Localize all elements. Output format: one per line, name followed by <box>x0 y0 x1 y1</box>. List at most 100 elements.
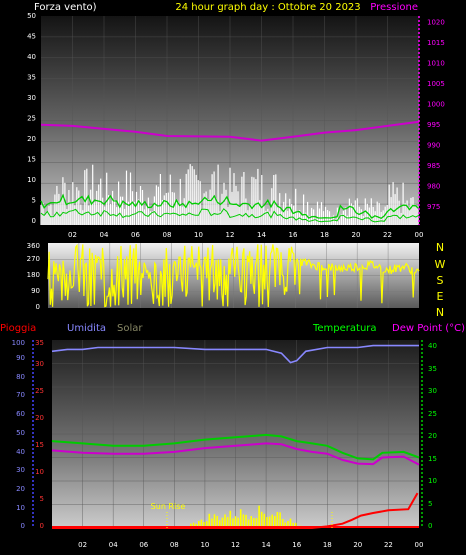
temp-x-tick: 06 <box>139 541 148 549</box>
temperature-y-tick: 5 <box>428 500 432 508</box>
pressure-y-tick: 980 <box>427 183 440 191</box>
wind-x-tick: 02 <box>68 231 77 239</box>
direction-y-tick: 270 <box>27 255 40 263</box>
dew-point-legend-label: Dew Point (°C) <box>392 323 465 334</box>
wind-y-tick: 30 <box>27 94 36 102</box>
chart-title: 24 hour graph day : Ottobre 20 2023 <box>175 2 360 13</box>
wind-gust-series <box>40 164 418 225</box>
temperature-series <box>51 433 420 461</box>
pressure-y-tick: 1010 <box>427 60 445 68</box>
wind-chart-left-label: Forza vento) <box>34 2 97 13</box>
temp-x-tick: 18 <box>323 541 332 549</box>
rain-y-tick: 25 <box>35 387 44 395</box>
humidity-series <box>51 344 419 364</box>
temp-plot-grid <box>52 340 419 528</box>
pressure-y-tick: 990 <box>427 142 440 150</box>
direction-y-axis: 0 90 180 270 360 <box>27 242 40 311</box>
pressure-y-tick: 1015 <box>427 39 445 47</box>
temp-x-tick: 08 <box>170 541 179 549</box>
dew-point-series <box>51 442 420 466</box>
wind-y-tick: 45 <box>27 33 36 41</box>
temperature-y-tick: 35 <box>428 365 437 373</box>
temperature-y-tick: 10 <box>428 477 437 485</box>
sunrise-label: Sun Rise <box>151 502 186 511</box>
temp-x-tick: 02 <box>78 541 87 549</box>
pressure-y-tick: 975 <box>427 203 440 211</box>
compass-label: N <box>436 241 444 254</box>
wind-x-tick: 10 <box>194 231 203 239</box>
wind-x-tick: 08 <box>163 231 172 239</box>
compass-label: N <box>436 306 444 319</box>
wind-y-tick: 25 <box>27 115 36 123</box>
rain-y-tick: 10 <box>35 468 44 476</box>
humidity-y-axis: 0 10 20 30 40 50 60 70 80 90 100 <box>12 339 34 530</box>
wind-y-axis: 0 5 10 15 20 25 30 35 40 45 50 <box>27 12 36 225</box>
temperature-y-tick: 20 <box>428 432 437 440</box>
rain-y-axis: 0 5 10 15 20 25 30 35 <box>35 339 44 530</box>
humidity-y-tick: 40 <box>16 448 25 456</box>
pressure-y-tick: 985 <box>427 162 440 170</box>
direction-y-tick: 180 <box>27 271 40 279</box>
rain-y-tick: 30 <box>35 360 44 368</box>
rain-y-tick: 0 <box>40 522 44 530</box>
wind-x-tick: 18 <box>320 231 329 239</box>
humidity-legend-label: Umidita <box>67 323 106 334</box>
direction-y-tick: 360 <box>27 242 40 250</box>
wind-average-line <box>40 208 420 223</box>
wind-direction-line <box>47 243 420 308</box>
temperature-y-tick: 0 <box>428 522 432 530</box>
pressure-axis-label: Pressione <box>370 2 418 13</box>
humidity-y-tick: 20 <box>16 485 25 493</box>
wind-y-tick: 0 <box>32 217 36 225</box>
humidity-y-tick: 30 <box>16 466 25 474</box>
humidity-y-tick: 90 <box>16 354 25 362</box>
humidity-y-tick: 80 <box>16 373 25 381</box>
wind-average-series <box>40 193 420 223</box>
temp-x-tick: 14 <box>262 541 271 549</box>
pressure-y-axis: 975 980 985 990 995 1000 1005 1010 1015 … <box>418 16 445 225</box>
wind-y-tick: 20 <box>27 135 36 143</box>
pressure-y-tick: 1000 <box>427 101 445 109</box>
rain-y-tick: 20 <box>35 414 44 422</box>
wind-x-tick: 00 <box>415 231 424 239</box>
temperature-line <box>51 433 420 461</box>
wind-y-tick: 40 <box>27 53 36 61</box>
pressure-y-tick: 1020 <box>427 19 445 27</box>
temperature-y-tick: 40 <box>428 342 437 350</box>
wind-average-line <box>40 193 420 220</box>
sunrise-annotation: Sun Rise <box>151 502 333 528</box>
temperature-y-tick: 15 <box>428 455 437 463</box>
temperature-y-axis: 0 5 10 15 20 25 30 35 40 <box>421 340 437 530</box>
temperature-legend-label: Temperatura <box>312 323 377 334</box>
wind-plot-grid <box>41 16 419 225</box>
rain-y-tick: 5 <box>40 495 44 503</box>
rain-legend-label: Pioggia <box>0 323 36 334</box>
wind-direction-series <box>47 243 420 308</box>
temp-x-tick: 10 <box>200 541 209 549</box>
temperature-y-tick: 30 <box>428 387 437 395</box>
humidity-y-tick: 60 <box>16 410 25 418</box>
temp-x-tick: 22 <box>384 541 393 549</box>
compass-label: S <box>437 274 444 287</box>
rain-y-tick: 15 <box>35 441 44 449</box>
wind-x-tick: 12 <box>226 231 235 239</box>
humidity-line <box>51 344 419 364</box>
wind-x-tick: 14 <box>257 231 266 239</box>
rain-series <box>52 492 419 529</box>
compass-labels: N W S E N <box>435 241 446 319</box>
wind-y-tick: 5 <box>32 197 36 205</box>
direction-y-tick: 0 <box>36 303 40 311</box>
wind-x-tick: 04 <box>100 231 109 239</box>
temp-x-tick: 00 <box>415 541 424 549</box>
temp-x-tick: 12 <box>231 541 240 549</box>
wind-x-tick: 16 <box>289 231 298 239</box>
pressure-y-tick: 995 <box>427 121 440 129</box>
wind-y-tick: 15 <box>27 156 36 164</box>
wind-x-tick: 22 <box>383 231 392 239</box>
wind-y-tick: 10 <box>27 176 36 184</box>
humidity-y-tick: 100 <box>12 339 25 347</box>
wind-x-tick: 20 <box>352 231 361 239</box>
pressure-y-tick: 1005 <box>427 80 445 88</box>
pressure-series <box>40 120 420 142</box>
